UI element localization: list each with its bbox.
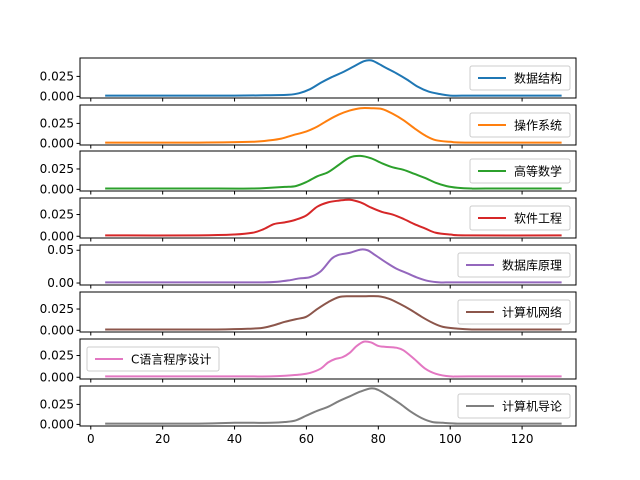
y-tick-label: 0.025	[40, 208, 74, 222]
legend-box	[457, 393, 571, 419]
x-tick-label: 100	[439, 432, 462, 446]
x-tick-label: 0	[87, 432, 95, 446]
subplot-panel: 0.000 0.025 高等数学	[40, 150, 577, 196]
legend: 数据结构	[469, 65, 571, 91]
legend-label: 数据结构	[514, 71, 562, 86]
y-tick-label: 0.025	[40, 69, 74, 83]
y-tick-label: 0.025	[40, 116, 74, 130]
y-tick-label: 0.000	[40, 182, 74, 196]
axes-frame	[79, 385, 577, 427]
subplot-panel: 0.000 0.025 数据结构	[40, 57, 577, 103]
y-tick-label: 0.000	[40, 136, 74, 150]
y-tick-label: 0.000	[40, 370, 74, 384]
x-tick-label: 20	[155, 432, 170, 446]
legend-label: 计算机导论	[502, 399, 562, 414]
subplot-panel: 0.000 0.025 操作系统	[40, 104, 577, 150]
axes-frame	[79, 150, 577, 192]
legend: 计算机网络	[457, 299, 571, 325]
legend-label: 高等数学	[514, 164, 562, 179]
axes-frame	[79, 104, 577, 146]
subplot-panel: 0.00 0.05 数据库原理	[47, 243, 577, 290]
legend: 操作系统	[469, 112, 571, 138]
legend-box	[469, 205, 571, 231]
legend-label: 软件工程	[514, 211, 562, 226]
x-tick-label: 80	[371, 432, 386, 446]
legend-box	[86, 346, 220, 372]
legend-label: C语言程序设计	[131, 352, 211, 367]
legend-label: 操作系统	[514, 118, 562, 133]
legend: C语言程序设计	[86, 346, 220, 372]
density-line	[105, 106, 562, 144]
density-line	[105, 198, 562, 237]
y-tick-label: 0.05	[47, 243, 74, 257]
subplot-panel: 0.000 0.025 计算机网络	[40, 291, 577, 337]
y-tick-label: 0.025	[40, 349, 74, 363]
y-tick-label: 0.00	[47, 276, 74, 290]
y-tick-label: 0.000	[40, 229, 74, 243]
axes-frame	[79, 57, 577, 99]
x-tick-label: 40	[227, 432, 242, 446]
legend-box	[469, 65, 571, 91]
subplot-panel: 0.000 0.025 软件工程	[40, 197, 577, 243]
density-line	[105, 248, 562, 284]
subplot-panel: 0.000 0.025 C语言程序设计	[40, 338, 577, 384]
y-tick-label: 0.000	[40, 89, 74, 103]
legend: 软件工程	[469, 205, 571, 231]
axes-frame	[79, 338, 577, 380]
legend-box	[469, 158, 571, 184]
y-tick-label: 0.025	[40, 302, 74, 316]
legend: 数据库原理	[457, 252, 571, 278]
legend-label: 计算机网络	[502, 305, 562, 320]
axes-frame	[79, 291, 577, 333]
y-tick-label: 0.000	[40, 417, 74, 431]
subplot-panel: 0.000 0.025 0 20 40 60 80 100 120 计算机导论	[40, 385, 577, 446]
axes-frame	[79, 197, 577, 239]
legend-label: 数据库原理	[502, 258, 562, 273]
axes-frame	[79, 244, 577, 286]
density-line	[105, 295, 562, 331]
legend: 高等数学	[469, 158, 571, 184]
y-tick-label: 0.000	[40, 323, 74, 337]
density-line	[105, 340, 562, 378]
density-line	[105, 59, 562, 97]
legend-box	[469, 112, 571, 138]
x-tick-label: 120	[511, 432, 534, 446]
density-line	[105, 387, 562, 425]
legend-box	[457, 252, 571, 278]
y-tick-label: 0.025	[40, 162, 74, 176]
y-tick-label: 0.025	[40, 397, 74, 411]
legend: 计算机导论	[457, 393, 571, 419]
density-line	[105, 154, 562, 190]
legend-box	[457, 299, 571, 325]
x-tick-label: 60	[299, 432, 314, 446]
